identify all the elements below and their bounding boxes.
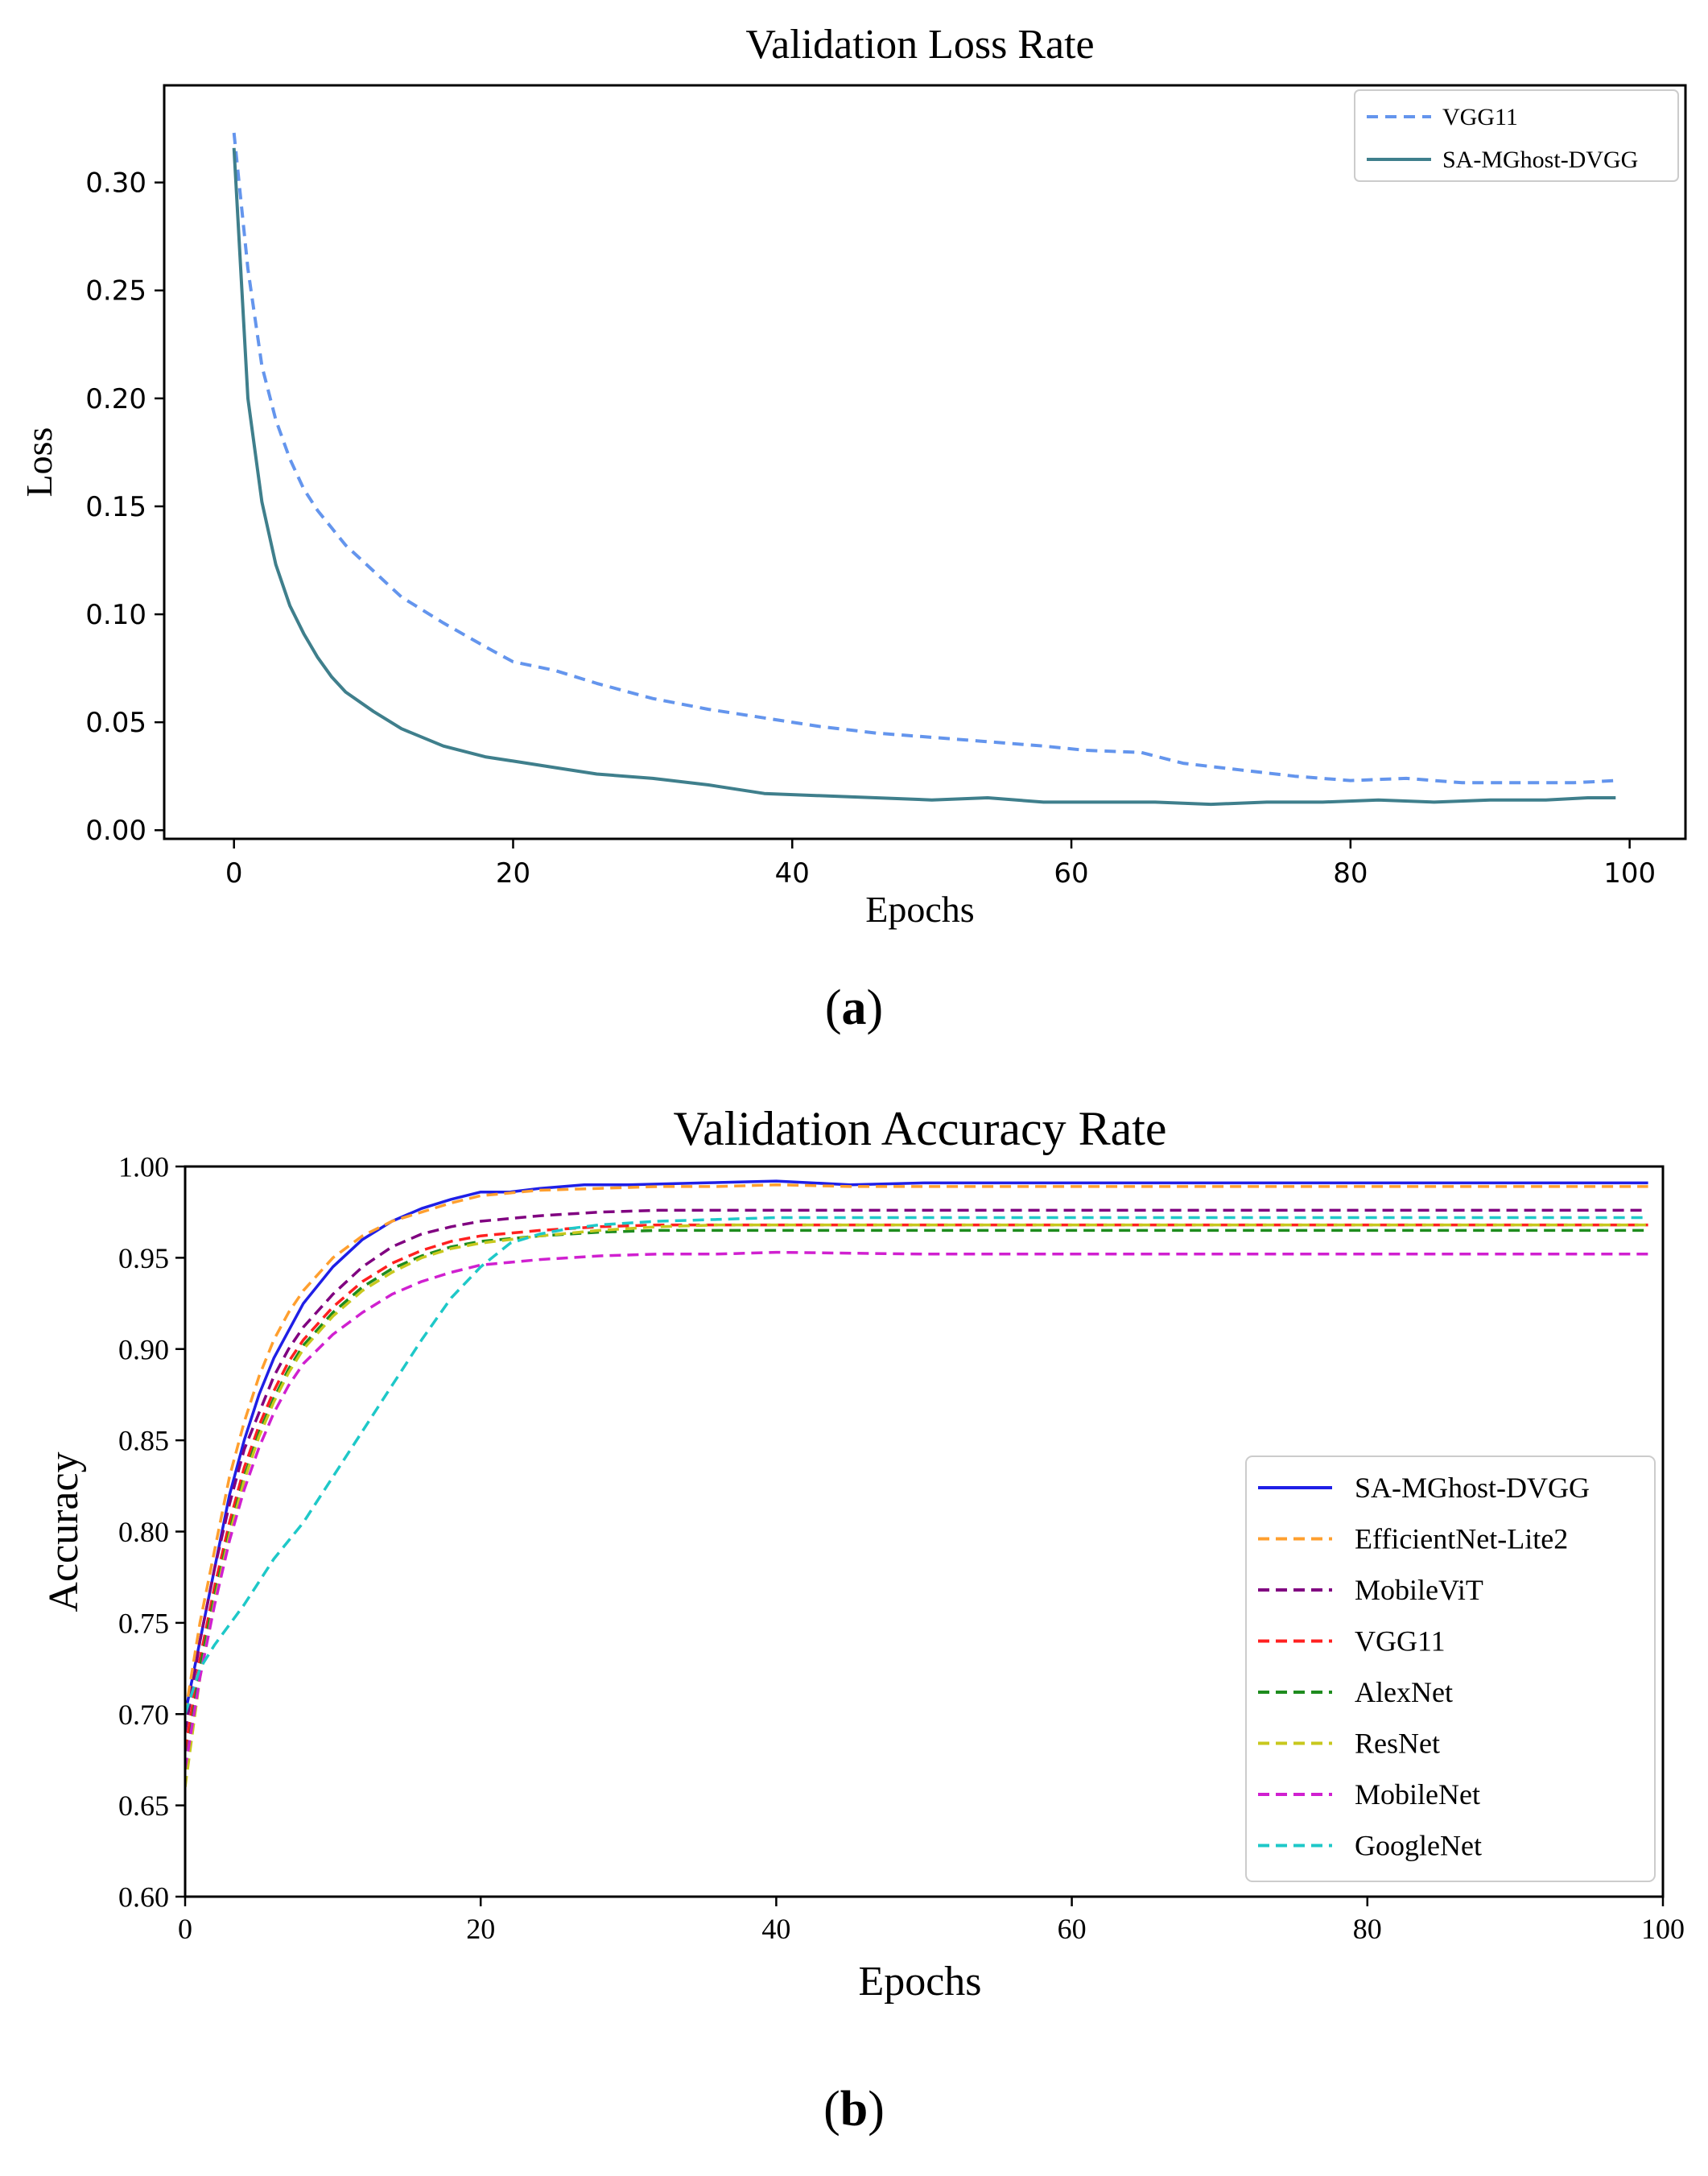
panel-b-series-line-resnet — [185, 1223, 1648, 1788]
panel-a-x-tick-label: 20 — [496, 857, 530, 890]
panel-b-y-tick-label: 0.65 — [118, 1790, 169, 1822]
panel-b-title: Validation Accuracy Rate — [673, 1102, 1166, 1155]
panel-a-legend-label-vgg11: VGG11 — [1442, 104, 1518, 130]
panel-a-y-tick-label: 0.30 — [85, 167, 146, 200]
panel-a-series-line-sa-mghost-dvgg — [232, 147, 1616, 807]
panel-b-series-line-sa-mghost-dvgg — [185, 1179, 1648, 1715]
panel-b-y-tick-label: 0.75 — [118, 1607, 169, 1639]
panel-a-series-line-vgg11 — [232, 132, 1616, 785]
panel-b-x-tick-label: 60 — [1058, 1913, 1087, 1945]
panel-b-legend-label-alexnet: AlexNet — [1355, 1676, 1453, 1708]
panel-a-title: Validation Loss Rate — [745, 22, 1094, 68]
panel-b-legend-label-sa-mghost-dvgg: SA-MGhost-DVGG — [1355, 1472, 1590, 1504]
panel-b-y-tick-label: 0.70 — [118, 1699, 169, 1731]
panel-a-ticks: 0 20 40 60 80 100 0.00 0.05 0.10 0.15 0.20 0.25 0.30 — [85, 167, 1656, 890]
panel-a-x-axis-label: Epochs — [865, 889, 974, 930]
panel-a-y-tick-label: 0.25 — [85, 275, 146, 308]
panel-b-legend-label-googlenet: GoogleNet — [1355, 1830, 1482, 1862]
panel-b-chart: Validation Accuracy Rate 0 20 40 60 80 100 0.6… — [41, 1102, 1685, 2137]
panel-b-series-line-mobilevit — [185, 1208, 1648, 1733]
panel-b-y-tick-label: 1.00 — [118, 1151, 169, 1183]
panel-b-y-tick-label: 0.80 — [118, 1516, 169, 1548]
panel-a-y-tick-label: 0.10 — [85, 599, 146, 631]
panel-a-label: (a) — [825, 981, 883, 1035]
panel-a-series-lines — [232, 132, 1616, 807]
panel-b-y-tick-label: 0.90 — [118, 1333, 169, 1365]
panel-b-legend-label-efficientnet-lite2: EfficientNet-Lite2 — [1355, 1523, 1568, 1555]
panel-b-x-tick-label: 20 — [466, 1913, 495, 1945]
panel-a-chart: Validation Loss Rate 0 20 40 60 80 100 0.00 0.0… — [19, 22, 1687, 1035]
panel-b-y-tick-label: 0.85 — [118, 1425, 169, 1457]
panel-b-legend-label-mobilenet: MobileNet — [1355, 1778, 1480, 1811]
panel-a-y-tick-label: 0.05 — [85, 707, 146, 739]
panel-a-legend: VGG11 SA-MGhost-DVGG — [1354, 89, 1679, 182]
panel-b-x-tick-label: 80 — [1353, 1913, 1382, 1945]
panel-a-x-tick-label: 40 — [775, 857, 810, 890]
panel-a-x-tick-label: 100 — [1603, 857, 1656, 890]
panel-b-y-tick-label: 0.95 — [118, 1242, 169, 1274]
panel-b-legend-box — [1245, 1455, 1656, 1882]
panel-b-x-axis-label: Epochs — [858, 1959, 981, 2005]
panel-a-x-tick-label: 60 — [1054, 857, 1088, 890]
panel-b-series-line-googlenet — [185, 1216, 1648, 1715]
panel-b-ticks: 0 20 40 60 80 100 0.60 0.65 0.70 0.75 0.80 0.85 0.90… — [118, 1151, 1685, 1945]
panel-a-legend-label-sa-mghost-dvgg: SA-MGhost-DVGG — [1442, 147, 1638, 173]
panel-a-plot-frame — [163, 84, 1687, 840]
panel-b-plot-frame — [184, 1165, 1665, 1898]
panel-b-series-line-efficientnet-lite2 — [185, 1183, 1648, 1715]
panel-b-legend-label-mobilevit: MobileViT — [1355, 1574, 1483, 1606]
panel-b-x-tick-label: 0 — [178, 1913, 192, 1945]
panel-b-legend: SA-MGhost-DVGG EfficientNet-Lite2 MobileVi… — [1245, 1455, 1656, 1882]
panel-a-x-tick-label: 80 — [1333, 857, 1368, 890]
panel-a-x-tick-label: 0 — [225, 857, 243, 890]
panel-b-y-axis-label: Accuracy — [41, 1451, 87, 1612]
panel-b-x-tick-label: 40 — [761, 1913, 790, 1945]
panel-b-series-line-mobilenet — [185, 1250, 1648, 1769]
panel-b-series-line-vgg11 — [185, 1223, 1648, 1751]
panel-b-series-lines — [185, 1179, 1648, 1788]
panel-b-legend-label-vgg11: VGG11 — [1355, 1625, 1446, 1658]
panel-a-legend-box — [1354, 89, 1679, 182]
panel-a-y-tick-label: 0.20 — [85, 383, 146, 415]
panel-b-x-tick-label: 100 — [1641, 1913, 1685, 1945]
panel-a-y-axis-label: Loss — [19, 427, 60, 498]
panel-b-y-tick-label: 0.60 — [118, 1881, 169, 1914]
panel-a-y-tick-label: 0.15 — [85, 491, 146, 523]
panel-b-label: (b) — [823, 2082, 885, 2137]
panel-b-legend-label-resnet: ResNet — [1355, 1728, 1440, 1760]
panel-a-y-tick-label: 0.00 — [85, 815, 146, 847]
